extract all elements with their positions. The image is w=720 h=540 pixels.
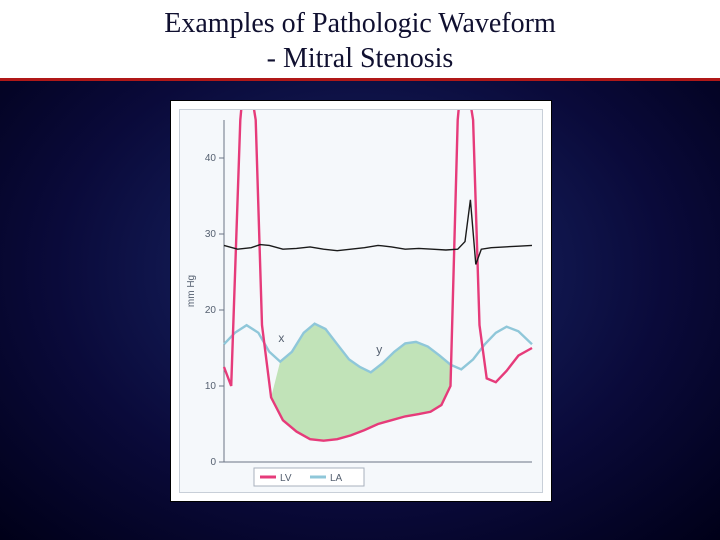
y-tick-label: 40: [205, 153, 217, 164]
wave-label: y: [376, 342, 382, 356]
y-tick-label: 20: [205, 305, 217, 316]
legend-label: LA: [330, 473, 343, 484]
legend-label: LV: [280, 473, 292, 484]
slide-title: Examples of Pathologic Waveform - Mitral…: [0, 0, 720, 76]
y-tick-label: 30: [205, 229, 217, 240]
ecg-trace: [224, 200, 532, 265]
title-line-1: Examples of Pathologic Waveform: [164, 8, 555, 39]
y-tick-label: 0: [210, 457, 216, 468]
wave-label: x: [278, 331, 284, 345]
chart-container: 0 10 20 30 40 mm Hg x y LV LA: [170, 100, 552, 502]
y-axis-label: mm Hg: [186, 275, 197, 307]
title-bar: Examples of Pathologic Waveform - Mitral…: [0, 0, 720, 81]
y-tick-label: 10: [205, 381, 217, 392]
slide-root: Examples of Pathologic Waveform - Mitral…: [0, 0, 720, 540]
title-line-2: - Mitral Stenosis: [267, 43, 454, 74]
chart-plot-area: 0 10 20 30 40 mm Hg x y LV LA: [179, 109, 543, 493]
waveform-chart: 0 10 20 30 40 mm Hg x y LV LA: [180, 110, 542, 492]
